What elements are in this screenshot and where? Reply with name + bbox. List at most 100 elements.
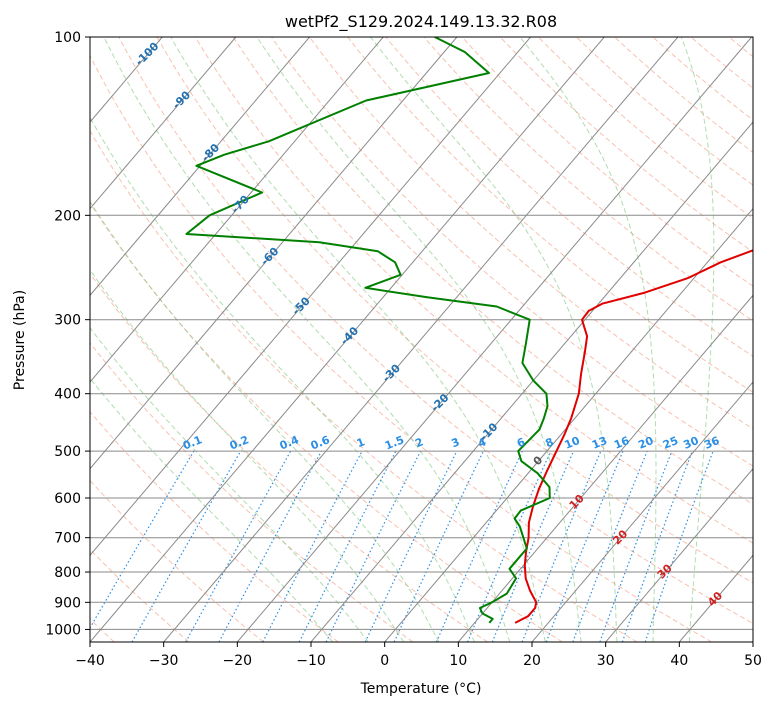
moist-adiabat [90, 116, 475, 642]
x-tick-label: 30 [597, 653, 615, 669]
isotherm-gridline [752, 641, 753, 642]
y-axis-label: Pressure (hPa) [12, 290, 28, 390]
isotherm-gridline [531, 381, 753, 642]
moist-adiabat [680, 37, 715, 642]
dry-adiabat [728, 37, 753, 58]
mixing-ratio-label: 20 [636, 434, 655, 452]
x-tick-label: 50 [744, 653, 762, 669]
mixing-ratio-line [298, 450, 397, 642]
mixing-ratio-line [521, 450, 602, 642]
dry-adiabat [767, 37, 775, 642]
mixing-ratio-line [131, 450, 242, 642]
dry-adiabat [90, 54, 712, 642]
dry-adiabat [499, 37, 753, 253]
dry-adiabat [461, 37, 753, 287]
x-tick-label: 40 [670, 653, 688, 669]
x-tick-label: 20 [523, 653, 541, 669]
isotherm-gridline [90, 37, 237, 210]
dry-adiabat [194, 37, 753, 544]
mixing-ratio-label: 30 [682, 434, 701, 452]
mixing-ratio-label: 2 [413, 435, 425, 450]
mixing-ratio-line [90, 450, 195, 630]
plot-frame [89, 36, 754, 643]
dry-adiabat [652, 37, 753, 121]
mixing-ratio-line [545, 450, 624, 642]
dewpoint-line [185, 37, 551, 624]
mixing-ratio-label: 36 [702, 434, 721, 452]
moist-adiabat [90, 268, 405, 642]
y-tick-label: 500 [54, 444, 81, 460]
y-tick-label: 200 [54, 208, 81, 224]
mixing-ratio-line [325, 450, 422, 642]
mixing-ratio-line [185, 450, 292, 642]
mixing-ratio-label: 0.6 [309, 433, 332, 452]
mixing-ratio-line [466, 450, 552, 642]
mixing-ratio-label: 13 [590, 434, 609, 452]
y-tick-label: 300 [54, 313, 81, 329]
y-tick-label: 800 [54, 565, 81, 581]
x-tick-label: −40 [75, 653, 105, 669]
dry-adiabat [90, 548, 190, 642]
mixing-ratio-line [621, 450, 693, 642]
isotherm-gridline [310, 121, 753, 642]
x-tick-label: 0 [380, 653, 389, 669]
dry-adiabat [576, 37, 753, 186]
dry-adiabat [232, 37, 753, 505]
x-axis-label: Temperature (°C) [360, 681, 482, 697]
dry-adiabat [385, 37, 753, 357]
y-tick-label: 100 [54, 30, 81, 46]
moist-adiabat [519, 37, 657, 642]
mixing-ratio-label: 1 [355, 435, 367, 450]
x-tick-label: 10 [449, 653, 467, 669]
chart-title: wetPf2_S129.2024.149.13.32.R08 [285, 12, 557, 32]
mixing-ratio-line [599, 450, 673, 642]
mixing-ratio-line [364, 450, 458, 642]
y-tick-label: 900 [54, 595, 81, 611]
mixing-ratio-label: 10 [563, 434, 582, 452]
mixing-ratio-line [491, 450, 575, 642]
isotherm-gridline [457, 294, 753, 642]
isotherm-gridline [90, 37, 605, 642]
axes: −40 −30 −20 −10 0 10 20 30 40 50 1000 900 800 700 600 5… [45, 30, 762, 669]
y-tick-label: 700 [54, 531, 81, 547]
moist-adiabat [90, 200, 440, 642]
moist-adiabat [170, 37, 546, 642]
temperature-line [514, 249, 753, 624]
dry-adiabat [309, 37, 753, 430]
dry-adiabat [347, 37, 753, 393]
profile-lines [185, 37, 753, 624]
dry-adiabat [90, 479, 264, 642]
isotherm-gridline [236, 37, 752, 642]
background-lines [90, 37, 775, 642]
mixing-ratio-label: 3 [450, 435, 462, 450]
y-tick-label: 600 [54, 491, 81, 507]
moist-adiabat [103, 37, 511, 642]
dry-adiabat [118, 37, 753, 625]
x-tick-label: −30 [149, 653, 179, 669]
isotherm-gridline [90, 37, 384, 383]
dry-adiabat [90, 410, 339, 642]
moist-adiabat [256, 37, 582, 642]
isotherm-gridline [163, 37, 679, 642]
dry-adiabat [423, 37, 753, 322]
y-tick-label: 1000 [45, 622, 81, 638]
x-tick-label: −20 [223, 653, 253, 669]
y-tick-label: 400 [54, 387, 81, 403]
line-labels: 0.1 0.2 0.4 0.6 1 1.5 2 3 4 6 8 10 13 16 20 25 30 36-100-… [133, 39, 726, 609]
isotherm-gridline [605, 467, 753, 642]
mixing-ratio-line [572, 450, 648, 642]
dry-adiabat [614, 37, 753, 154]
isotherm-gridline [384, 207, 753, 642]
mixing-ratio-label: 0.1 [181, 433, 204, 452]
mixing-ratio-label: 0.4 [278, 433, 301, 452]
moist-adiabat [90, 326, 369, 642]
moist-adiabat [90, 377, 334, 642]
dry-adiabat [156, 37, 753, 584]
dry-adiabat [690, 37, 753, 89]
isotherm-gridline [90, 37, 310, 297]
x-tick-label: −10 [296, 653, 326, 669]
mixing-ratio-label: 16 [612, 434, 631, 452]
dry-adiabat [90, 272, 488, 642]
mixing-ratio-line [644, 450, 714, 642]
